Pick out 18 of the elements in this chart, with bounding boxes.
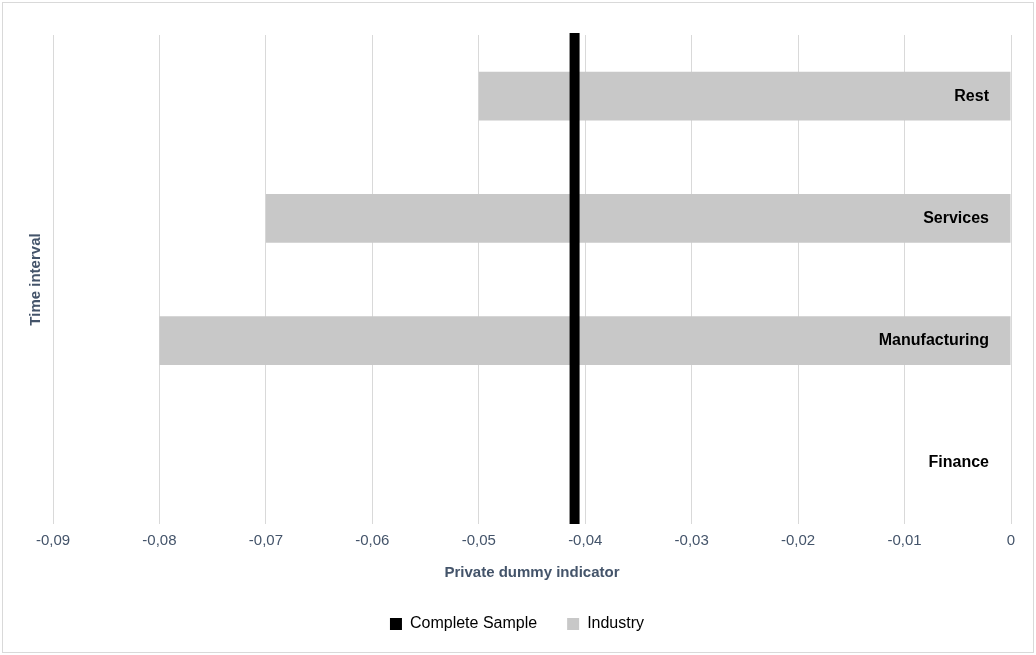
x-tick-label: -0,02 xyxy=(781,531,816,549)
y-tick-label: Rest xyxy=(954,86,990,104)
x-tick-label: -0,08 xyxy=(142,531,177,549)
x-tick-label: 0 xyxy=(1006,531,1016,549)
x-axis-title: Private dummy indicator xyxy=(444,563,620,581)
x-tick-label: -0,07 xyxy=(248,531,283,549)
legend-label: Industry xyxy=(587,614,645,632)
y-tick-label: Services xyxy=(923,208,990,226)
x-tick-label: -0,04 xyxy=(568,531,603,549)
y-axis-title: Time interval xyxy=(26,233,44,326)
y-tick-label: Manufacturing xyxy=(878,331,989,349)
y-tick-label: Finance xyxy=(928,453,990,471)
x-tick-label: -0,01 xyxy=(887,531,922,549)
x-tick-label: -0,09 xyxy=(35,531,71,549)
x-tick-label: -0,06 xyxy=(355,531,390,549)
x-tick-label: -0,05 xyxy=(461,531,496,549)
x-tick-label: -0,03 xyxy=(674,531,709,549)
legend-label: Complete Sample xyxy=(409,614,538,632)
